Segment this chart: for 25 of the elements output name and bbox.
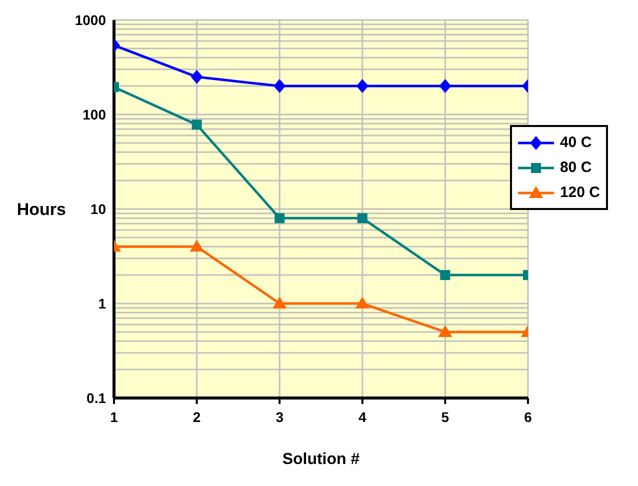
point [355, 296, 370, 308]
x-tick-label: 5 [441, 408, 450, 425]
point [190, 70, 203, 84]
legend-label: 120 C [560, 184, 600, 201]
x-tick-label: 1 [110, 408, 118, 425]
point [190, 240, 204, 252]
point [274, 213, 285, 224]
legend-label: 40 C [560, 134, 592, 151]
y-tick-label: 100 [82, 106, 106, 122]
y-tick-label: 1 [98, 295, 106, 312]
legend-label: 80 C [560, 159, 592, 176]
x-tick-label: 3 [276, 408, 284, 425]
y-tick-label: 10 [90, 200, 106, 217]
point [356, 79, 368, 94]
y-axis-title: Hours [16, 200, 66, 220]
point [192, 120, 202, 130]
y-tick-label: 0.1 [86, 390, 106, 406]
point [274, 79, 286, 94]
x-tick-label: 2 [192, 408, 201, 425]
x-axis-title: Solution # [282, 451, 360, 468]
point [357, 213, 368, 224]
y-tick-label: 1000 [74, 12, 106, 28]
x-tick-label: 6 [524, 408, 532, 425]
x-tick-label: 4 [358, 408, 366, 425]
point [272, 296, 287, 308]
